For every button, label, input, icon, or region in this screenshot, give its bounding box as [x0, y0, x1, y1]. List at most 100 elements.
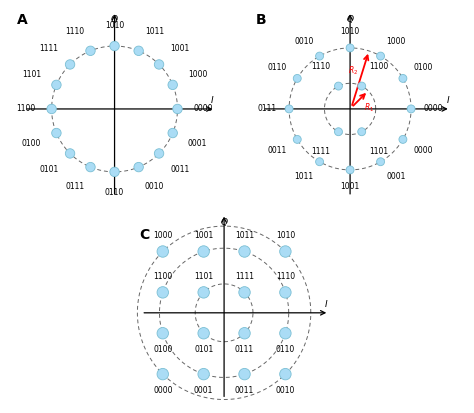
Text: 0001: 0001: [188, 139, 207, 148]
Text: 0111: 0111: [235, 345, 254, 354]
Circle shape: [358, 82, 365, 90]
Text: $R_1$: $R_1$: [364, 102, 374, 114]
Text: 0011: 0011: [267, 145, 287, 154]
Circle shape: [280, 246, 291, 257]
Text: 0101: 0101: [194, 345, 213, 354]
Circle shape: [155, 60, 164, 69]
Text: 1000: 1000: [153, 230, 173, 240]
Circle shape: [65, 60, 75, 69]
Text: 0010: 0010: [145, 182, 164, 191]
Text: I: I: [325, 300, 328, 309]
Circle shape: [168, 80, 177, 90]
Text: 1010: 1010: [276, 230, 295, 240]
Text: 0011: 0011: [171, 165, 190, 174]
Circle shape: [407, 105, 415, 113]
Circle shape: [285, 105, 293, 113]
Text: 0100: 0100: [153, 345, 173, 354]
Circle shape: [335, 128, 342, 136]
Circle shape: [134, 162, 143, 172]
Text: 1111: 1111: [235, 271, 254, 280]
Text: 1001: 1001: [171, 44, 190, 53]
Circle shape: [399, 135, 407, 143]
Circle shape: [173, 104, 182, 114]
Circle shape: [157, 287, 168, 298]
Circle shape: [110, 167, 119, 177]
Circle shape: [110, 41, 119, 51]
Circle shape: [157, 328, 168, 339]
Text: 1101: 1101: [22, 70, 41, 78]
Text: 0010: 0010: [276, 386, 295, 395]
Text: Q: Q: [220, 218, 228, 227]
Circle shape: [198, 287, 210, 298]
Text: 0001: 0001: [387, 172, 406, 181]
Text: 0000: 0000: [153, 386, 173, 395]
Text: 1100: 1100: [153, 271, 173, 280]
Text: 1001: 1001: [340, 182, 360, 191]
Text: $R_2$: $R_2$: [348, 64, 358, 77]
Text: 1011: 1011: [235, 230, 254, 240]
Circle shape: [399, 74, 407, 82]
Circle shape: [239, 368, 250, 380]
Text: 0010: 0010: [294, 36, 313, 45]
Text: 1000: 1000: [188, 70, 207, 78]
Text: A: A: [17, 13, 28, 27]
Circle shape: [65, 149, 75, 158]
Text: 0000: 0000: [194, 104, 213, 114]
Text: I: I: [211, 96, 214, 105]
Text: 0011: 0011: [235, 386, 254, 395]
Circle shape: [157, 246, 168, 257]
Circle shape: [198, 246, 210, 257]
Circle shape: [346, 44, 354, 52]
Text: 1011: 1011: [145, 27, 164, 36]
Circle shape: [134, 46, 143, 55]
Text: 0111: 0111: [258, 104, 277, 114]
Circle shape: [335, 82, 342, 90]
Text: 1110: 1110: [65, 27, 84, 36]
Circle shape: [346, 166, 354, 174]
Circle shape: [157, 368, 168, 380]
Text: 0000: 0000: [413, 145, 433, 154]
Circle shape: [155, 149, 164, 158]
Text: I: I: [447, 96, 449, 105]
Circle shape: [47, 104, 56, 114]
Circle shape: [280, 328, 291, 339]
Text: 1011: 1011: [294, 172, 313, 181]
Text: Q: Q: [110, 15, 118, 24]
Circle shape: [377, 52, 384, 60]
Circle shape: [293, 135, 301, 143]
Text: 0110: 0110: [105, 188, 124, 197]
Circle shape: [52, 80, 61, 90]
Text: B: B: [255, 13, 266, 27]
Text: 1100: 1100: [369, 62, 389, 71]
Text: 1110: 1110: [311, 62, 331, 71]
Circle shape: [293, 74, 301, 82]
Circle shape: [239, 328, 250, 339]
Text: C: C: [139, 228, 150, 242]
Text: 0101: 0101: [39, 165, 58, 174]
Circle shape: [377, 158, 384, 166]
Text: 1111: 1111: [312, 147, 331, 156]
Text: 1000: 1000: [387, 36, 406, 45]
Circle shape: [52, 128, 61, 138]
Circle shape: [198, 328, 210, 339]
Text: Q: Q: [346, 15, 353, 24]
Text: 0100: 0100: [413, 63, 433, 72]
Text: 0001: 0001: [194, 386, 213, 395]
Circle shape: [239, 287, 250, 298]
Text: 0111: 0111: [65, 182, 84, 191]
Text: 1100: 1100: [16, 104, 35, 114]
Circle shape: [316, 52, 324, 60]
Circle shape: [358, 128, 365, 136]
Text: 1111: 1111: [39, 44, 58, 53]
Text: 1101: 1101: [369, 147, 389, 156]
Text: 0110: 0110: [276, 345, 295, 354]
Text: 0000: 0000: [423, 104, 443, 114]
Circle shape: [280, 287, 291, 298]
Circle shape: [316, 158, 324, 166]
Text: 1010: 1010: [340, 27, 360, 36]
Text: 0100: 0100: [22, 139, 41, 148]
Text: 1010: 1010: [105, 21, 124, 30]
Circle shape: [280, 368, 291, 380]
Text: 1101: 1101: [194, 271, 213, 280]
Circle shape: [168, 128, 177, 138]
